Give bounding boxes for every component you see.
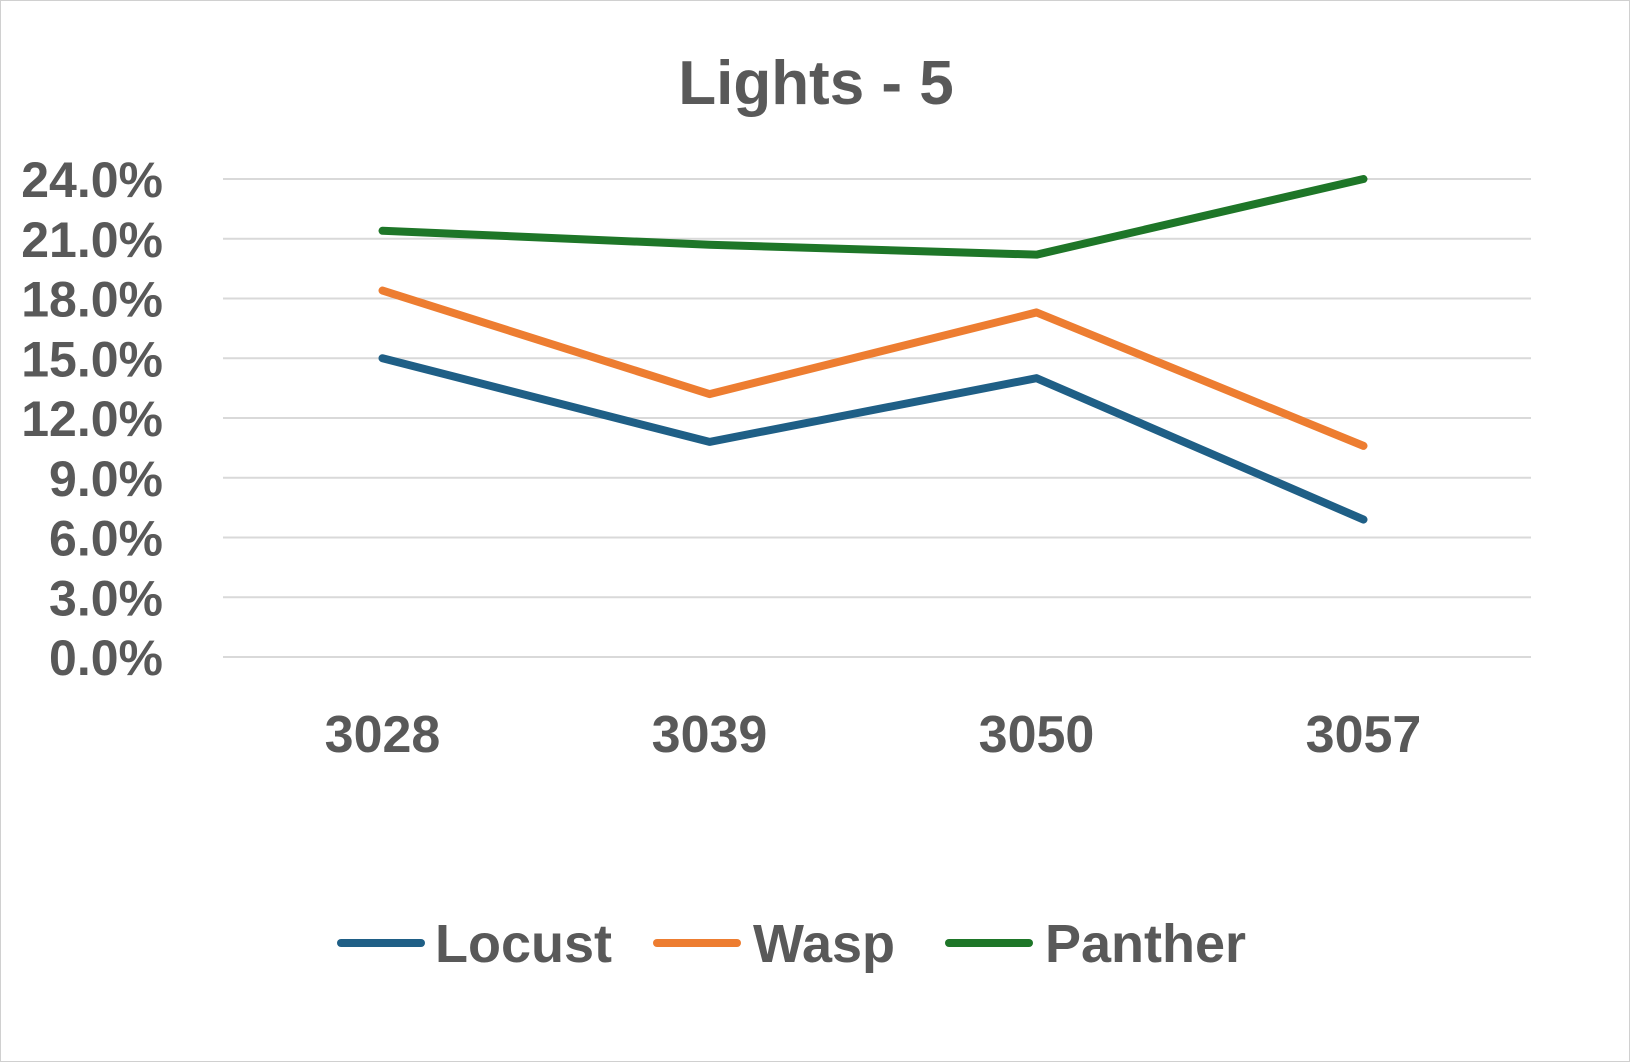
y-tick-label: 6.0%: [49, 511, 163, 567]
x-axis: 3028 3039 3050 3057: [325, 706, 1422, 764]
x-tick-label: 3039: [652, 706, 768, 764]
y-tick-label: 9.0%: [49, 451, 163, 507]
x-tick-label: 3057: [1306, 706, 1422, 764]
y-tick-label: 24.0%: [21, 152, 163, 208]
y-tick-label: 0.0%: [49, 630, 163, 686]
gridlines: [223, 178, 1531, 658]
legend: Locust Wasp Panther: [337, 914, 1246, 974]
series-line-wasp: [378, 286, 1368, 450]
series-line-panther: [378, 175, 1368, 259]
y-axis: 0.0%3.0%6.0%9.0%12.0%15.0%18.0%21.0%24.0…: [21, 152, 163, 686]
y-tick-label: 3.0%: [49, 570, 163, 626]
legend-label-wasp: Wasp: [753, 914, 895, 974]
y-tick-label: 15.0%: [21, 331, 163, 387]
y-tick-label: 21.0%: [21, 212, 163, 268]
series-lines: [378, 175, 1368, 524]
series-line-locust: [378, 354, 1368, 524]
x-tick-label: 3050: [979, 706, 1095, 764]
legend-label-panther: Panther: [1045, 914, 1246, 974]
y-tick-label: 12.0%: [21, 391, 163, 447]
y-tick-label: 18.0%: [21, 272, 163, 328]
chart-title: Lights - 5: [678, 49, 954, 118]
legend-label-locust: Locust: [435, 914, 612, 974]
x-tick-label: 3028: [325, 706, 441, 764]
